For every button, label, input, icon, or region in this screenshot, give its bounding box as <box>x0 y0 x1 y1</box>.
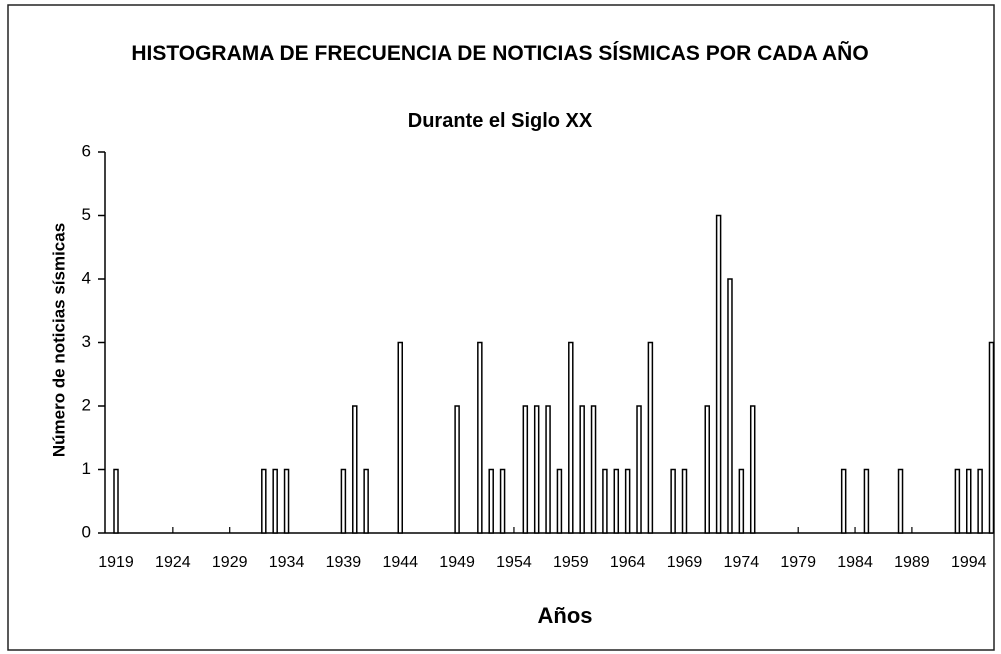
bar <box>556 468 563 534</box>
bar <box>647 341 654 534</box>
bar <box>352 405 358 534</box>
x-tick-label: 1969 <box>667 554 703 571</box>
bar <box>477 341 483 534</box>
bar <box>840 468 847 534</box>
bar <box>522 405 529 534</box>
x-tick-label: 1949 <box>439 554 475 571</box>
bar <box>749 405 756 534</box>
x-tick-label: 1979 <box>780 554 816 571</box>
x-tick-label: 1934 <box>269 554 305 571</box>
bar <box>715 214 722 534</box>
bar <box>966 468 972 534</box>
bar <box>988 341 995 534</box>
bar <box>363 468 369 534</box>
bar <box>863 468 870 534</box>
bar <box>897 468 904 534</box>
x-tick-label: 1944 <box>382 554 418 571</box>
chart-subtitle: Durante el Siglo XX <box>407 110 593 132</box>
bar <box>613 468 620 534</box>
bar <box>681 468 688 534</box>
bar <box>113 468 119 534</box>
bar <box>340 468 347 534</box>
bar <box>738 468 745 534</box>
bar <box>727 278 733 534</box>
x-tick-label: 1974 <box>724 554 760 571</box>
x-axis-label: Años <box>538 603 593 628</box>
bar <box>704 405 710 534</box>
bar <box>624 468 631 534</box>
chart-title: HISTOGRAMA DE FRECUENCIA DE NOTICIAS SÍS… <box>131 42 869 65</box>
bar <box>272 468 278 534</box>
y-tick-label: 0 <box>82 522 91 541</box>
bar <box>488 468 494 534</box>
x-tick-label: 1939 <box>326 554 362 571</box>
x-tick-label: 1929 <box>212 554 248 571</box>
bar <box>636 405 642 534</box>
x-tick-label: 1924 <box>155 554 191 571</box>
bar <box>670 468 676 534</box>
bar <box>454 405 460 534</box>
bar <box>602 468 608 534</box>
bar <box>545 405 551 534</box>
bar <box>568 341 574 534</box>
x-tick-label: 1989 <box>894 554 930 571</box>
y-tick-label: 5 <box>82 205 91 224</box>
x-tick-label: 1954 <box>496 554 532 571</box>
bar <box>954 468 961 534</box>
bar <box>283 468 290 534</box>
x-tick-label: 1994 <box>951 554 987 571</box>
y-tick-label: 6 <box>82 141 91 160</box>
x-tick-label: 1919 <box>98 554 134 571</box>
y-tick-label: 2 <box>82 395 91 414</box>
bar <box>977 468 983 534</box>
bar <box>533 405 540 534</box>
bar <box>397 341 403 534</box>
y-tick-label: 3 <box>82 332 91 351</box>
x-tick-label: 1984 <box>837 554 873 571</box>
bar <box>261 468 267 534</box>
y-tick-label: 1 <box>82 459 91 478</box>
x-tick-label: 1959 <box>553 554 589 571</box>
bar <box>579 405 585 534</box>
frame <box>7 4 995 651</box>
x-tick-label: 1964 <box>610 554 646 571</box>
y-axis-label: Número de noticias sísmicas <box>49 223 68 457</box>
bar <box>590 405 597 534</box>
bar <box>499 468 506 534</box>
y-tick-label: 4 <box>82 268 91 287</box>
